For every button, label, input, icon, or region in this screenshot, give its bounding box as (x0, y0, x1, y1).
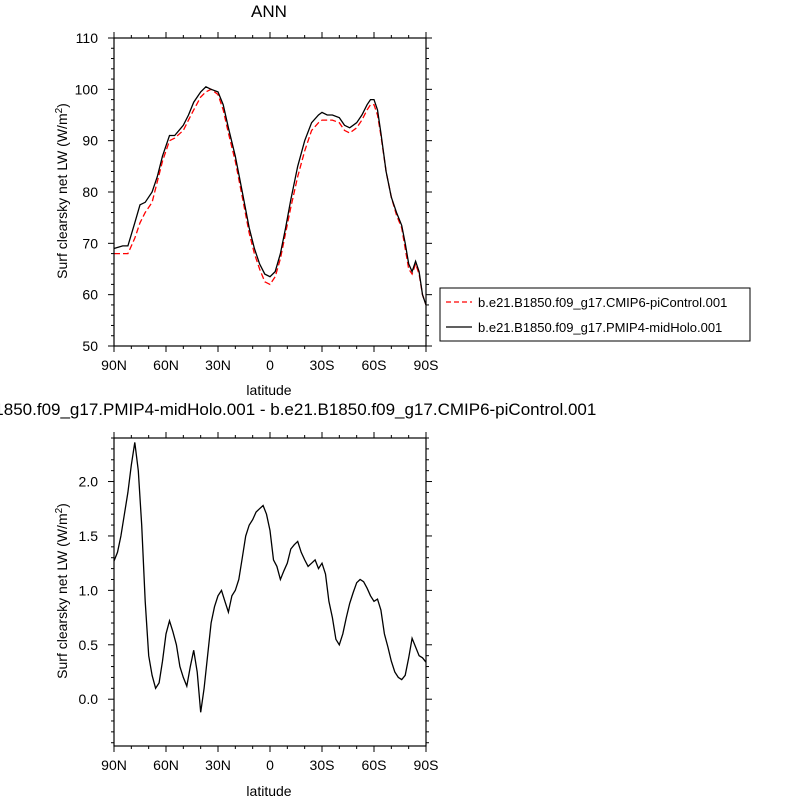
y-tick-label: 90 (82, 133, 98, 149)
x-axis-label: latitude (246, 382, 291, 398)
x-tick-label: 90N (101, 757, 127, 773)
legend: b.e21.B1850.f09_g17.CMIP6-piControl.001 … (439, 287, 751, 342)
y-tick-label: 0.5 (79, 637, 99, 653)
x-tick-label: 30N (205, 357, 231, 373)
legend-label-midholo: b.e21.B1850.f09_g17.PMIP4-midHolo.001 (478, 320, 722, 335)
bottom-chart-panel: b.e21.B1850.f09_g17.PMIP4-midHolo.001 - … (0, 400, 596, 799)
legend-label-picontrol: b.e21.B1850.f09_g17.CMIP6-piControl.001 (478, 295, 727, 310)
y-axis-label: Surf clearsky net LW (W/m2) (54, 503, 70, 679)
series-line-1 (113, 86, 427, 306)
y-tick-label: 0.0 (79, 691, 99, 707)
y-tick-label: 70 (82, 235, 98, 251)
x-tick-label: 60S (362, 357, 387, 373)
x-tick-label: 0 (266, 757, 274, 773)
x-axis-label: latitude (246, 783, 291, 799)
x-tick-label: 60N (153, 357, 179, 373)
y-tick-label: 1.0 (79, 582, 99, 598)
x-tick-label: 90S (414, 357, 439, 373)
x-tick-label: 90S (414, 757, 439, 773)
y-tick-label: 80 (82, 184, 98, 200)
plot-frame (113, 437, 427, 747)
x-tick-label: 60S (362, 757, 387, 773)
y-tick-label: 60 (82, 287, 98, 303)
x-tick-label: 30S (310, 357, 335, 373)
x-tick-label: 60N (153, 757, 179, 773)
top-chart-panel: ANN 90N 60N 30N 0 30S 60S 90S5060708090100110 … (54, 2, 751, 398)
y-tick-label: 100 (75, 81, 99, 97)
plot-frame (113, 37, 427, 347)
difference-chart-title: b.e21.B1850.f09_g17.PMIP4-midHolo.001 - … (0, 400, 596, 419)
series-line-0 (113, 442, 427, 713)
y-tick-label: 50 (82, 338, 98, 354)
y-tick-label: 1.5 (79, 528, 99, 544)
chart-title: ANN (251, 2, 287, 21)
y-axis-label: Surf clearsky net LW (W/m2) (54, 103, 70, 279)
x-tick-label: 30N (205, 757, 231, 773)
legend-box (439, 287, 751, 342)
y-tick-label: 2.0 (79, 474, 99, 490)
y-tick-label: 110 (76, 30, 99, 46)
x-tick-label: 0 (266, 357, 274, 373)
x-tick-label: 90N (101, 357, 127, 373)
x-tick-label: 30S (310, 757, 335, 773)
